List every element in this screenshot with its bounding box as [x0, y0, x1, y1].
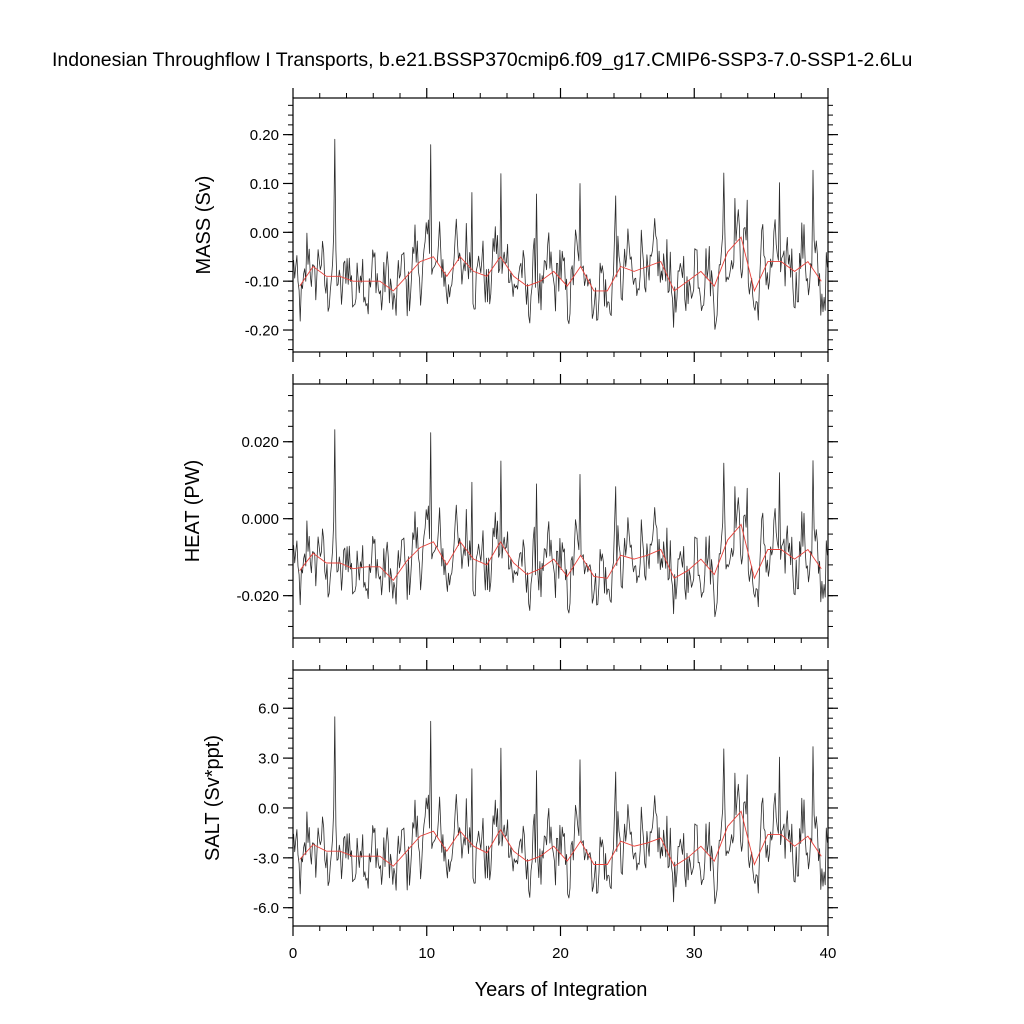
- panel-1: -0.020 0.000 0.020 HEAT (PW): [182, 374, 838, 648]
- monthly-series-line: [293, 716, 828, 905]
- y-axis-label: HEAT (PW): [182, 460, 204, 563]
- y-axis-label: MASS (Sv): [193, 176, 215, 275]
- annual-mean-line: [299, 810, 822, 867]
- y-tick-label: -3.0: [253, 850, 279, 867]
- annual-mean-line: [299, 236, 822, 293]
- y-tick-label: 0.000: [241, 511, 279, 528]
- x-tick-label: 10: [418, 945, 435, 962]
- y-tick-label: 0.020: [241, 434, 279, 451]
- y-tick-label: -0.020: [236, 588, 279, 605]
- y-tick-label: 0.10: [250, 176, 279, 193]
- monthly-series-line: [293, 429, 828, 618]
- figure-title: Indonesian Throughflow I Transports, b.e…: [52, 49, 912, 71]
- x-axis-label: Years of Integration: [475, 979, 648, 1001]
- panel-0: -0.20 -0.10 0.00 0.10 0.20 MASS (Sv): [193, 88, 838, 362]
- y-tick-label: -6.0: [253, 900, 279, 917]
- x-tick-label: 30: [686, 945, 703, 962]
- x-tick-label: 40: [820, 945, 837, 962]
- y-tick-label: 0.20: [250, 127, 279, 144]
- panel-2: -6.0 -3.0 0.0 3.0 6.0 SALT (Sv*ppt) 0 10 20 30 40: [202, 660, 838, 962]
- y-tick-label: -0.20: [245, 323, 279, 340]
- x-tick-label: 20: [552, 945, 569, 962]
- annual-mean-line: [299, 523, 822, 582]
- y-tick-label: 0.00: [250, 225, 279, 242]
- y-tick-label: 3.0: [258, 751, 279, 768]
- y-axis-label: SALT (Sv*ppt): [202, 735, 224, 861]
- x-tick-label: 0: [289, 945, 297, 962]
- y-tick-label: 6.0: [258, 701, 279, 718]
- y-tick-label: -0.10: [245, 274, 279, 291]
- y-tick-label: 0.0: [258, 800, 279, 817]
- monthly-series-line: [293, 138, 828, 330]
